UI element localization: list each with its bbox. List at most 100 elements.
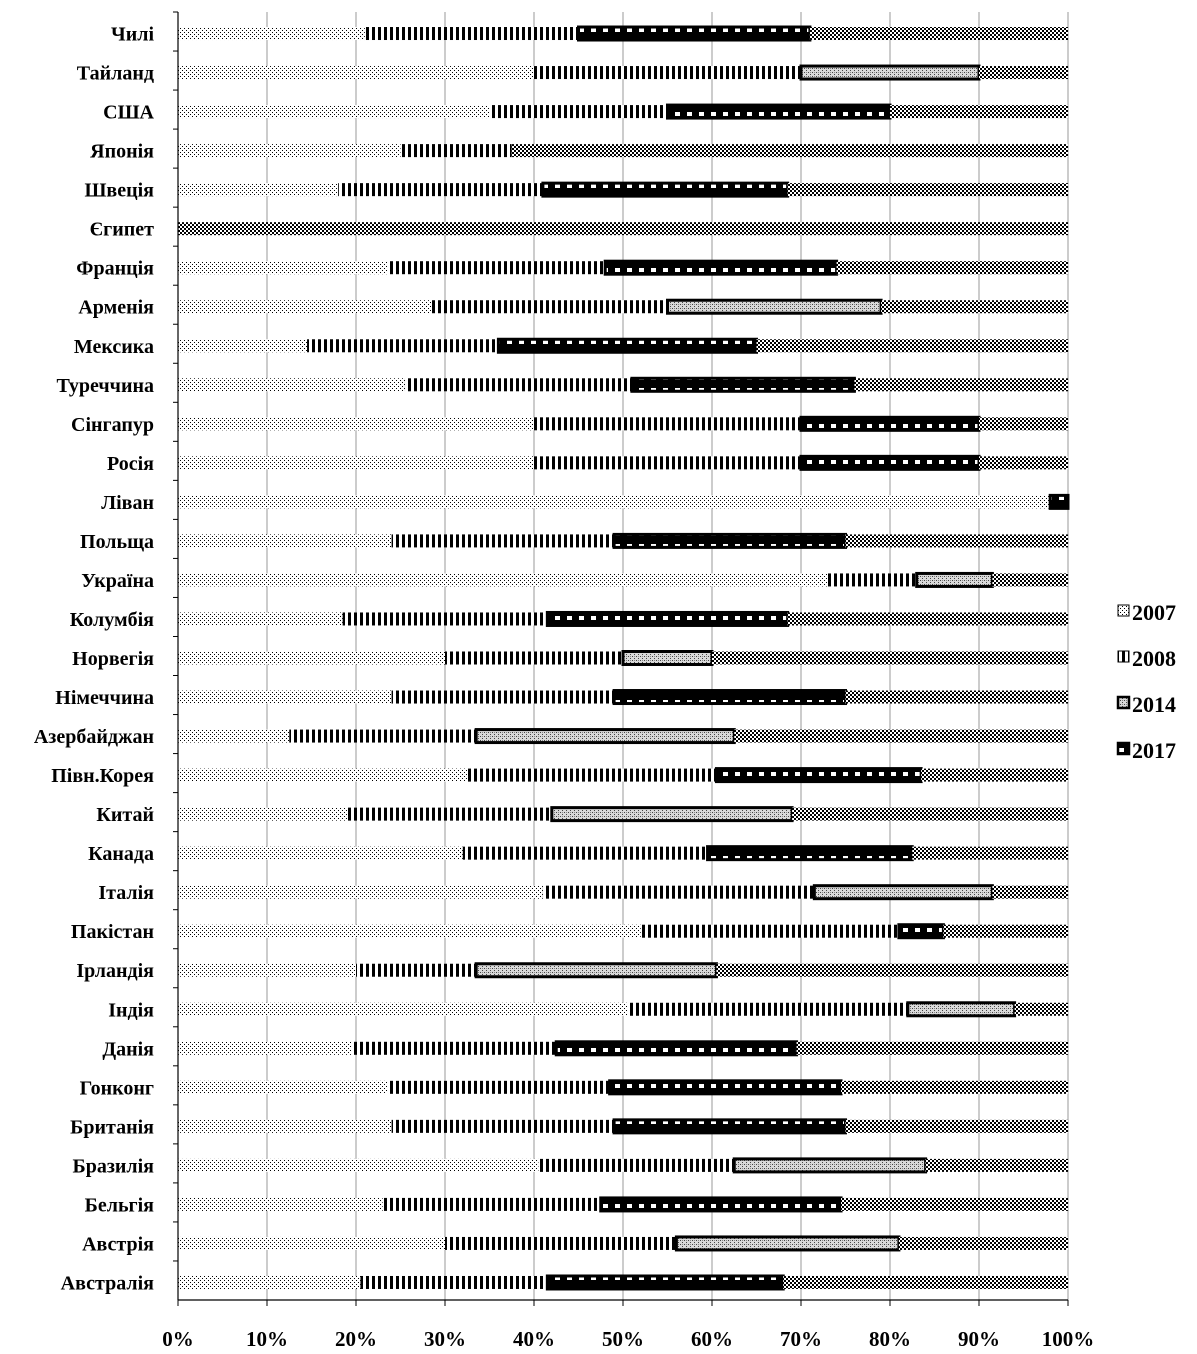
legend: 2007 2008 2014 2017 xyxy=(1116,600,1176,763)
bar-2007-сінгапур xyxy=(178,417,534,431)
bar-remainder-сінгапур xyxy=(979,417,1068,431)
bar-2008-сша xyxy=(489,105,668,119)
x-tick-label: 100% xyxy=(1042,1327,1095,1349)
legend-swatch-2014 xyxy=(1116,695,1131,710)
category-label: Данія xyxy=(102,1038,154,1060)
category-label: Австрія xyxy=(82,1233,154,1255)
bar-2008-ірландія xyxy=(356,963,477,977)
bar-2007-японія xyxy=(178,144,401,158)
bar-2014-азербайджан xyxy=(474,728,736,745)
bar-remainder-польща xyxy=(845,534,1068,548)
bar-2014-австрія xyxy=(674,1235,901,1252)
legend-label-2007: 2007 xyxy=(1132,600,1176,625)
bar-2008-україна xyxy=(827,573,917,587)
bar-2014-тайланд xyxy=(799,64,981,81)
bar-2008-данія xyxy=(351,1041,557,1055)
bar-2007-чилі xyxy=(178,27,365,41)
bar-2008-австрія xyxy=(445,1236,677,1250)
bar-2017-сінгапур xyxy=(799,415,981,432)
category-label: Мексика xyxy=(74,336,154,358)
bar-2008-норвегія xyxy=(445,651,623,665)
bar-2008-швеція xyxy=(338,183,543,197)
bar-2017-німеччина xyxy=(612,689,847,706)
bar-remainder-сша xyxy=(890,105,1068,119)
bar-2017-ліван xyxy=(1048,493,1070,510)
bar-2008-німеччина xyxy=(391,690,615,704)
category-label: Норвегія xyxy=(72,648,154,670)
bar-remainder-арменія xyxy=(881,300,1068,314)
bar-2007-австралія xyxy=(178,1275,361,1289)
bar-2007-півн-корея xyxy=(178,768,468,782)
bar-2017-франція xyxy=(603,259,839,276)
bar-remainder-півн-корея xyxy=(921,768,1068,782)
bar-2007-ірландія xyxy=(178,963,356,977)
bar-2008-канада xyxy=(462,846,708,860)
bar-remainder-норвегія xyxy=(712,651,1068,665)
bar-remainder-тайланд xyxy=(979,66,1068,80)
category-label: Арменія xyxy=(78,297,154,319)
bar-2014-україна xyxy=(915,571,994,588)
category-label: Британія xyxy=(70,1116,154,1138)
bar-2017-бельгія xyxy=(599,1196,843,1213)
x-tick-label: 30% xyxy=(424,1327,466,1349)
bar-2007-швеція xyxy=(178,183,339,197)
category-label: Гонконг xyxy=(80,1077,154,1099)
category-label: Франція xyxy=(76,258,154,280)
bar-remainder-гонконг xyxy=(841,1080,1068,1094)
bar-remainder-туреччина xyxy=(854,378,1068,392)
category-label: Китай xyxy=(96,804,154,826)
bar-2008-бельгія xyxy=(382,1197,601,1211)
bar-remainder-швеція xyxy=(787,183,1068,197)
x-tick-label: 80% xyxy=(869,1327,911,1349)
bar-2007-бразилія xyxy=(178,1158,539,1172)
bar-2008-індія xyxy=(627,1002,908,1016)
bar-2008-тайланд xyxy=(534,66,801,80)
category-label: Німеччина xyxy=(55,687,154,709)
bar-2017-швеція xyxy=(541,181,790,198)
bar-2008-сінгапур xyxy=(534,417,801,431)
bar-2008-бразилія xyxy=(538,1158,735,1172)
bar-remainder-чилі xyxy=(809,27,1068,41)
legend-swatch-2008 xyxy=(1117,650,1130,663)
bar-2007-тайланд xyxy=(178,66,534,80)
bar-2008-польща xyxy=(391,534,615,548)
category-label: Україна xyxy=(81,570,154,592)
bar-2007-мексика xyxy=(178,339,308,353)
bar-2017-росія xyxy=(799,454,981,471)
bar-2007-росія xyxy=(178,456,534,470)
x-tick-label: 70% xyxy=(780,1327,822,1349)
category-label: Польща xyxy=(80,531,154,553)
bar-2017-півн-корея xyxy=(714,767,923,784)
bar-remainder-італія xyxy=(992,885,1068,899)
category-label: Індія xyxy=(108,999,154,1021)
category-label: Канада xyxy=(88,843,154,865)
bar-2008-чилі xyxy=(364,27,579,41)
bar-2008-колумбія xyxy=(342,612,548,626)
axes: 0% 10% 20% 30% 40% 50% 60% 70% 80% 90% 100% Чилі Тай… xyxy=(34,11,1095,1351)
bar-2007-туреччина xyxy=(178,378,405,392)
bar-2017-колумбія xyxy=(545,610,790,627)
bar-2007-китай xyxy=(178,807,348,821)
x-tick-label: 90% xyxy=(958,1327,1000,1349)
bar-2007-польща xyxy=(178,534,392,548)
bar-remainder-росія xyxy=(979,456,1068,470)
x-tick-label: 40% xyxy=(513,1327,555,1349)
bars xyxy=(178,25,1070,1291)
bar-2008-мексика xyxy=(307,339,499,353)
bar-2008-туреччина xyxy=(404,378,632,392)
legend-label-2008: 2008 xyxy=(1132,646,1176,671)
bar-2017-чилі xyxy=(577,25,812,42)
category-label: Австралія xyxy=(61,1272,155,1294)
bar-2007-гонконг xyxy=(178,1080,388,1094)
bar-remainder-бельгія xyxy=(841,1197,1068,1211)
bar-2007-пакістан xyxy=(178,924,641,938)
category-label: США xyxy=(103,102,154,124)
bar-2008-італія xyxy=(542,885,815,899)
bar-remainder-мексика xyxy=(756,339,1068,353)
bar-2007-італія xyxy=(178,885,543,899)
bar-2007-німеччина xyxy=(178,690,392,704)
x-tick-label: 60% xyxy=(691,1327,733,1349)
bar-2007-україна xyxy=(178,573,828,587)
